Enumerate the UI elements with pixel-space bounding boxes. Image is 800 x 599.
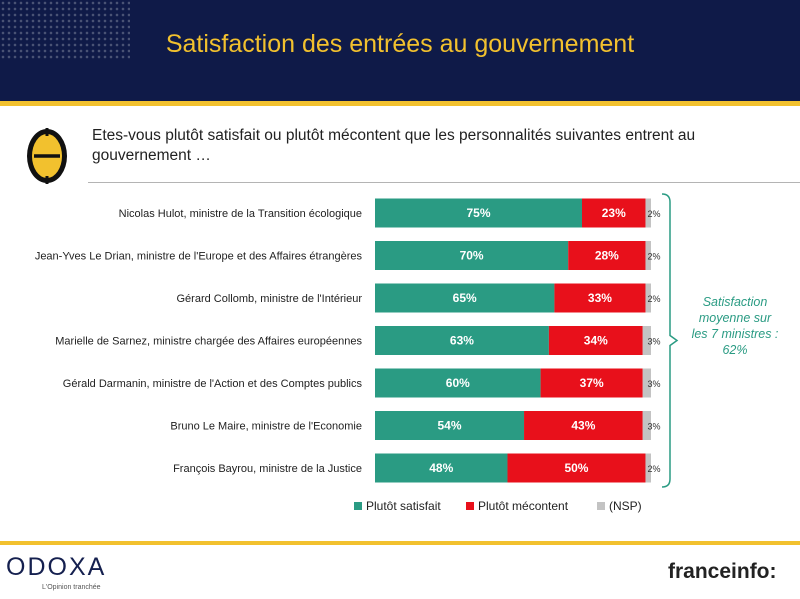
data-label: 43% [571,419,595,433]
bar-segment [540,368,643,398]
data-label: 37% [580,376,604,390]
survey-question: Etes-vous plutôt satisfait ou plutôt méc… [92,127,696,164]
bar-segment [582,198,646,228]
data-label: 2% [647,464,660,474]
bar-segment [375,368,541,398]
summary-bracket [661,193,679,488]
bar-segment [375,453,508,483]
bar-segment [568,241,646,270]
bar-segment [375,283,555,313]
odoxa-tagline: L'Opinion tranchée [42,584,101,591]
category-label: Marielle de Sarnez, ministre chargée des… [55,336,362,348]
bar-segment [548,326,643,355]
question-divider [88,182,800,183]
data-label: 2% [647,294,660,304]
data-label: 63% [450,334,474,348]
data-label: 3% [647,379,660,389]
bar-segment [554,283,646,313]
bar-segment [645,241,651,270]
data-label: 2% [647,209,660,219]
legend-label: Plutôt satisfait [366,499,441,513]
data-label: 28% [595,249,619,263]
footer-divider [0,541,800,545]
data-label: 48% [429,461,453,475]
average-note: Satisfaction moyenne sur les 7 ministres… [691,295,779,357]
bar-segment [507,453,646,483]
category-label: Nicolas Hulot, ministre de la Transition… [119,208,362,220]
data-label: 33% [588,291,612,305]
dot-pattern [0,0,130,60]
category-label: Gérald Darmanin, ministre de l'Action et… [63,378,363,390]
bar-segment [645,283,651,313]
odoxa-logo: ODOXA [6,553,107,581]
header-banner: Satisfaction des entrées au gouvernement [0,0,800,101]
bar-segment [645,198,651,228]
data-label: 70% [460,249,484,263]
bar-segment [375,411,525,440]
stacked-bar-chart: Nicolas Hulot, ministre de la Transition… [35,193,679,513]
data-label: 23% [602,206,626,220]
category-label: Gérard Collomb, ministre de l'Intérieur [176,293,362,305]
bar-segment [642,326,651,355]
franceinfo-logo: franceinfo: [668,560,777,583]
page-title: Satisfaction des entrées au gouvernement [165,30,635,58]
bar-segment [524,411,643,440]
bar-segment [642,368,651,398]
data-label: 65% [453,291,477,305]
category-label: François Bayrou, ministre de la Justice [173,463,362,475]
bar-segment [645,453,651,483]
category-label: Bruno Le Maire, ministre de l'Economie [170,421,362,433]
legend-swatch [597,502,605,510]
bar-segment [642,411,651,440]
legend-label: Plutôt mécontent [478,499,569,513]
category-label: Jean-Yves Le Drian, ministre de l'Europe… [35,251,363,263]
header-divider [0,101,800,106]
odoxa-coin-icon [27,128,67,184]
legend-swatch [354,502,362,510]
legend-swatch [466,502,474,510]
data-label: 34% [584,334,608,348]
data-label: 75% [466,206,490,220]
data-label: 60% [446,376,470,390]
data-label: 2% [647,252,660,262]
legend-label: (NSP) [609,499,642,513]
bar-segment [375,198,582,228]
data-label: 54% [438,419,462,433]
data-label: 50% [564,461,588,475]
data-label: 3% [647,422,660,432]
data-label: 3% [647,337,660,347]
bar-segment [375,241,569,270]
bar-segment [375,326,549,355]
